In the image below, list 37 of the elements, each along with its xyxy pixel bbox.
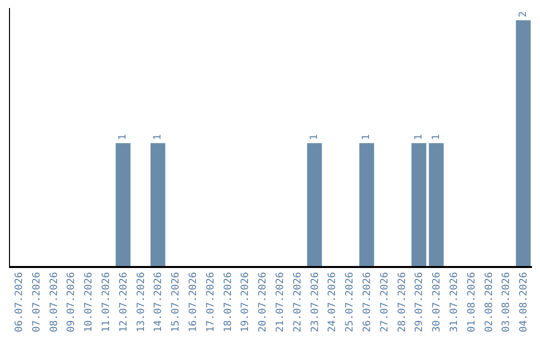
x-tick-label: 10.07.2026 — [84, 272, 95, 332]
x-tick-label: 29.07.2026 — [414, 272, 426, 332]
x-tick-label: 23.07.2026 — [310, 272, 321, 332]
x-tick-label: 06.07.2026 — [14, 272, 25, 332]
x-tick-label: 09.07.2026 — [66, 272, 78, 332]
data-label: 2 — [518, 11, 529, 18]
x-tick-label: 24.07.2026 — [327, 272, 338, 332]
x-tick-label: 13.07.2026 — [136, 272, 147, 332]
x-tick-label: 21.07.2026 — [274, 272, 286, 332]
x-tick-label: 31.07.2026 — [448, 272, 460, 332]
x-tick-label: 16.07.2026 — [188, 272, 199, 332]
x-tick-label: 01.08.2026 — [466, 272, 478, 332]
data-label: 1 — [361, 134, 372, 140]
x-tick-label: 27.07.2026 — [379, 272, 390, 332]
x-tick-label: 22.07.2026 — [292, 272, 304, 332]
x-tick-label: 19.07.2026 — [240, 272, 252, 332]
x-tick-label: 26.07.2026 — [362, 272, 373, 332]
x-tick-label: 25.07.2026 — [344, 272, 356, 332]
data-label: 1 — [430, 134, 442, 140]
data-label: 1 — [413, 134, 424, 140]
x-tick-label: 07.07.2026 — [31, 272, 42, 332]
x-tick-label: 28.07.2026 — [396, 272, 408, 332]
data-label: 1 — [118, 134, 129, 140]
data-label: 1 — [152, 134, 164, 140]
x-tick-label: 04.08.2026 — [518, 272, 530, 332]
x-tick-label: 12.07.2026 — [118, 272, 130, 332]
x-tick-label: 30.07.2026 — [432, 272, 443, 332]
x-tick-label: 11.07.2026 — [100, 272, 112, 332]
x-tick-label: 20.07.2026 — [258, 272, 269, 332]
data-label: 1 — [309, 134, 320, 140]
x-tick-label: 14.07.2026 — [153, 272, 164, 332]
x-tick-label: 03.08.2026 — [501, 272, 512, 332]
x-tick-label: 15.07.2026 — [170, 272, 182, 332]
x-tick-label: 18.07.2026 — [222, 272, 234, 332]
x-tick-label: 02.08.2026 — [484, 272, 495, 332]
x-tick-label: 17.07.2026 — [205, 272, 216, 332]
x-tick-label: 08.07.2026 — [48, 272, 60, 332]
